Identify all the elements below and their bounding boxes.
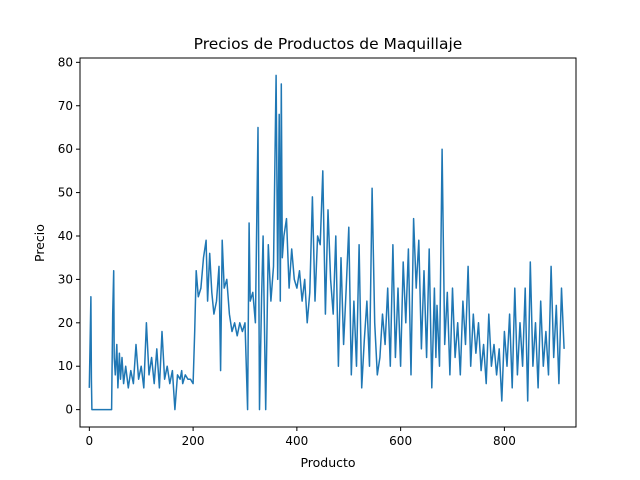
plot-frame: [79, 57, 577, 428]
x-tick-label: 600: [389, 434, 412, 448]
y-tick-label: 20: [58, 316, 73, 330]
y-tick-label: 70: [58, 99, 73, 113]
y-tick-label: 30: [58, 272, 73, 286]
y-axis-label: Precio: [32, 224, 47, 262]
x-tick-label: 0: [86, 434, 94, 448]
x-axis: 0 200 400 600 800: [86, 427, 516, 448]
series-line-0: [88, 74, 565, 411]
y-tick-label: 60: [58, 142, 73, 156]
y-axis: 0 10 20 30 40 50 60 70 80: [58, 55, 80, 417]
y-tick-label: 80: [58, 55, 73, 69]
x-tick-label: 200: [182, 434, 205, 448]
chart-title: Precios de Productos de Maquillaje: [194, 35, 463, 53]
y-tick-label: 50: [58, 186, 73, 200]
plot-area: [88, 74, 565, 411]
y-tick-label: 40: [58, 229, 73, 243]
x-tick-label: 800: [493, 434, 516, 448]
x-axis-label: Producto: [300, 455, 355, 470]
y-tick-label: 0: [65, 403, 73, 417]
x-tick-label: 400: [285, 434, 308, 448]
y-tick-label: 10: [58, 359, 73, 373]
